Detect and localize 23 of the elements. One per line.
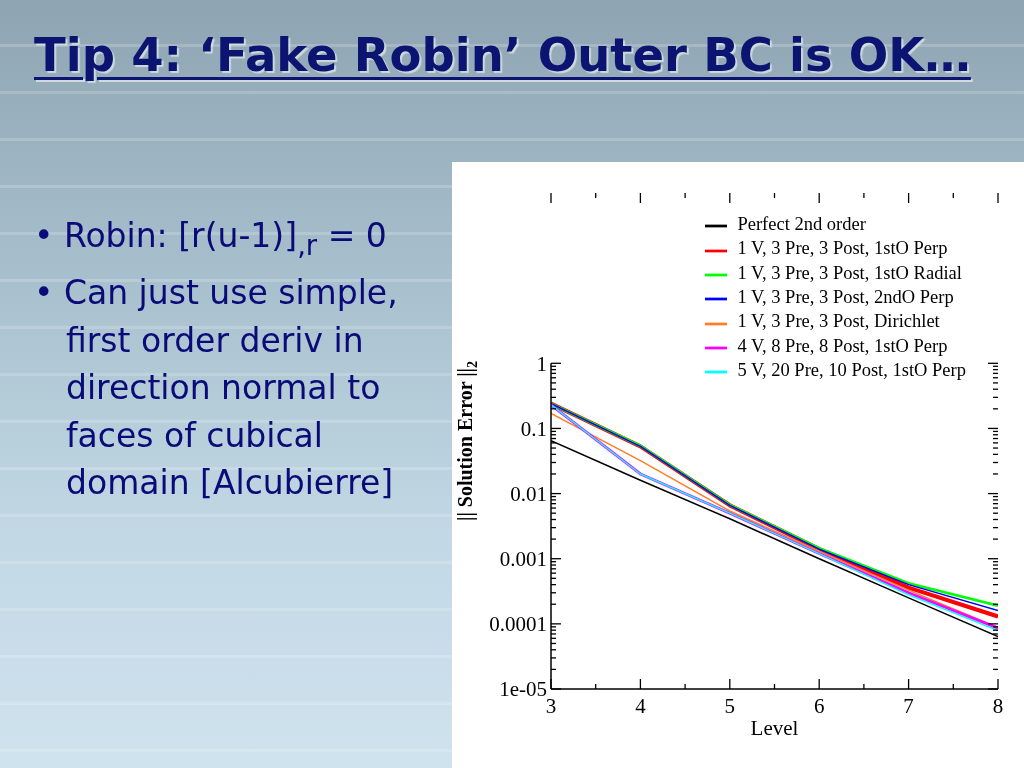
x-tick-label: 8 (992, 694, 1004, 718)
x-axis-title: Level (750, 716, 799, 740)
x-tick-label: 4 (635, 694, 647, 718)
y-tick-label: 1 (536, 351, 547, 376)
y-tick-label: 0.0001 (489, 612, 547, 637)
y-tick-label: 1e-05 (499, 677, 547, 702)
legend-label: 5 V, 20 Pre, 10 Post, 1stO Perp (737, 359, 966, 380)
text: • Can just use simple, first order deriv in direction normal to faces of cubical domain [Alcubierre] (34, 272, 399, 505)
legend-label: 1 V, 3 Pre, 3 Post, 1stO Perp (737, 238, 948, 259)
y-tick-label: 0.1 (520, 416, 547, 441)
y-tick-label: 0.001 (499, 547, 547, 572)
text: • Robin: [r(u-1)]$_{,r}$ = 0 (34, 215, 388, 263)
legend-label: 1 V, 3 Pre, 3 Post, 1stO Radial (737, 262, 962, 283)
x-tick-label: 6 (813, 694, 825, 718)
y-tick-label: 0.01 (510, 481, 547, 506)
legend-label: 1 V, 3 Pre, 3 Post, Dirichlet (737, 311, 940, 332)
x-tick-label: 5 (724, 694, 736, 718)
x-tick-label: 3 (545, 694, 557, 718)
x-tick-label: 7 (903, 694, 914, 718)
legend-label: 4 V, 8 Pre, 8 Post, 1stO Perp (737, 335, 948, 356)
legend-label: Perfect 2nd order (737, 214, 866, 234)
legend-label: 1 V, 3 Pre, 3 Post, 2ndO Perp (737, 286, 954, 307)
chart-title: Tip 4: ‘Fake Robin’ Outer BC is OK… (34, 28, 971, 82)
